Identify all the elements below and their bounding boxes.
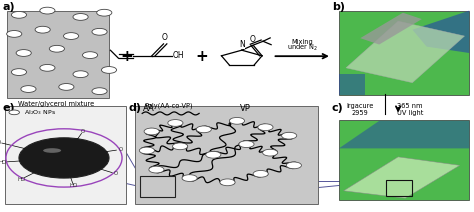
Circle shape — [253, 170, 268, 177]
Circle shape — [149, 166, 164, 173]
Text: +: + — [121, 49, 133, 64]
Polygon shape — [339, 74, 365, 95]
Circle shape — [40, 64, 55, 71]
Polygon shape — [360, 13, 422, 45]
Circle shape — [263, 149, 278, 156]
Circle shape — [282, 132, 297, 139]
Text: O: O — [114, 171, 118, 176]
Circle shape — [19, 138, 109, 178]
Text: O: O — [250, 35, 255, 44]
Text: O: O — [119, 147, 123, 152]
Text: HO: HO — [0, 139, 2, 145]
FancyBboxPatch shape — [339, 120, 469, 200]
Text: HO: HO — [0, 160, 7, 165]
Text: N: N — [239, 40, 245, 49]
Text: HO: HO — [69, 183, 78, 188]
Circle shape — [92, 28, 107, 35]
Circle shape — [206, 151, 221, 158]
Text: +: + — [195, 49, 208, 64]
Circle shape — [196, 126, 211, 133]
Circle shape — [258, 124, 273, 131]
Circle shape — [16, 50, 31, 56]
Circle shape — [11, 11, 27, 18]
Polygon shape — [344, 157, 460, 198]
Circle shape — [239, 141, 254, 148]
Circle shape — [9, 110, 19, 115]
Circle shape — [173, 143, 188, 150]
Circle shape — [7, 31, 22, 37]
Circle shape — [168, 120, 183, 126]
Circle shape — [49, 45, 64, 52]
FancyBboxPatch shape — [5, 106, 126, 204]
Text: d): d) — [129, 103, 142, 113]
Ellipse shape — [43, 148, 61, 153]
Text: HO: HO — [17, 177, 26, 182]
Circle shape — [97, 9, 112, 16]
Text: 365 nm
UV light: 365 nm UV light — [397, 103, 423, 116]
Text: OH: OH — [173, 52, 185, 60]
FancyBboxPatch shape — [339, 11, 469, 95]
Circle shape — [144, 128, 159, 135]
Polygon shape — [412, 11, 469, 53]
Circle shape — [82, 52, 98, 59]
Text: under N$_2$: under N$_2$ — [287, 43, 318, 53]
Circle shape — [21, 86, 36, 92]
Text: AA: AA — [144, 104, 155, 113]
FancyBboxPatch shape — [7, 11, 109, 98]
Circle shape — [182, 175, 197, 181]
Text: c): c) — [332, 103, 344, 113]
Circle shape — [139, 147, 155, 154]
Circle shape — [73, 71, 88, 78]
Text: Al$_2$O$_3$ NPs: Al$_2$O$_3$ NPs — [24, 108, 56, 117]
Text: b): b) — [332, 2, 345, 12]
Text: a): a) — [2, 2, 15, 12]
Circle shape — [35, 26, 50, 33]
Text: O: O — [81, 129, 85, 134]
Text: O: O — [162, 33, 168, 42]
Text: e): e) — [2, 103, 15, 113]
FancyBboxPatch shape — [135, 106, 318, 204]
Text: Mixing: Mixing — [292, 39, 313, 45]
Polygon shape — [346, 21, 465, 83]
Text: Water/glycerol mixture: Water/glycerol mixture — [18, 101, 94, 107]
Circle shape — [229, 117, 245, 124]
Circle shape — [92, 88, 107, 95]
Polygon shape — [339, 121, 469, 148]
Circle shape — [101, 67, 117, 73]
Circle shape — [59, 84, 74, 90]
Circle shape — [40, 7, 55, 14]
Text: Irgacure
2959: Irgacure 2959 — [346, 103, 374, 116]
Circle shape — [286, 162, 301, 169]
Text: Poly(AA-co-VP): Poly(AA-co-VP) — [144, 103, 192, 109]
Text: VP: VP — [240, 104, 251, 113]
Circle shape — [11, 69, 27, 75]
Circle shape — [64, 33, 79, 39]
Circle shape — [73, 14, 88, 20]
Circle shape — [220, 179, 235, 186]
